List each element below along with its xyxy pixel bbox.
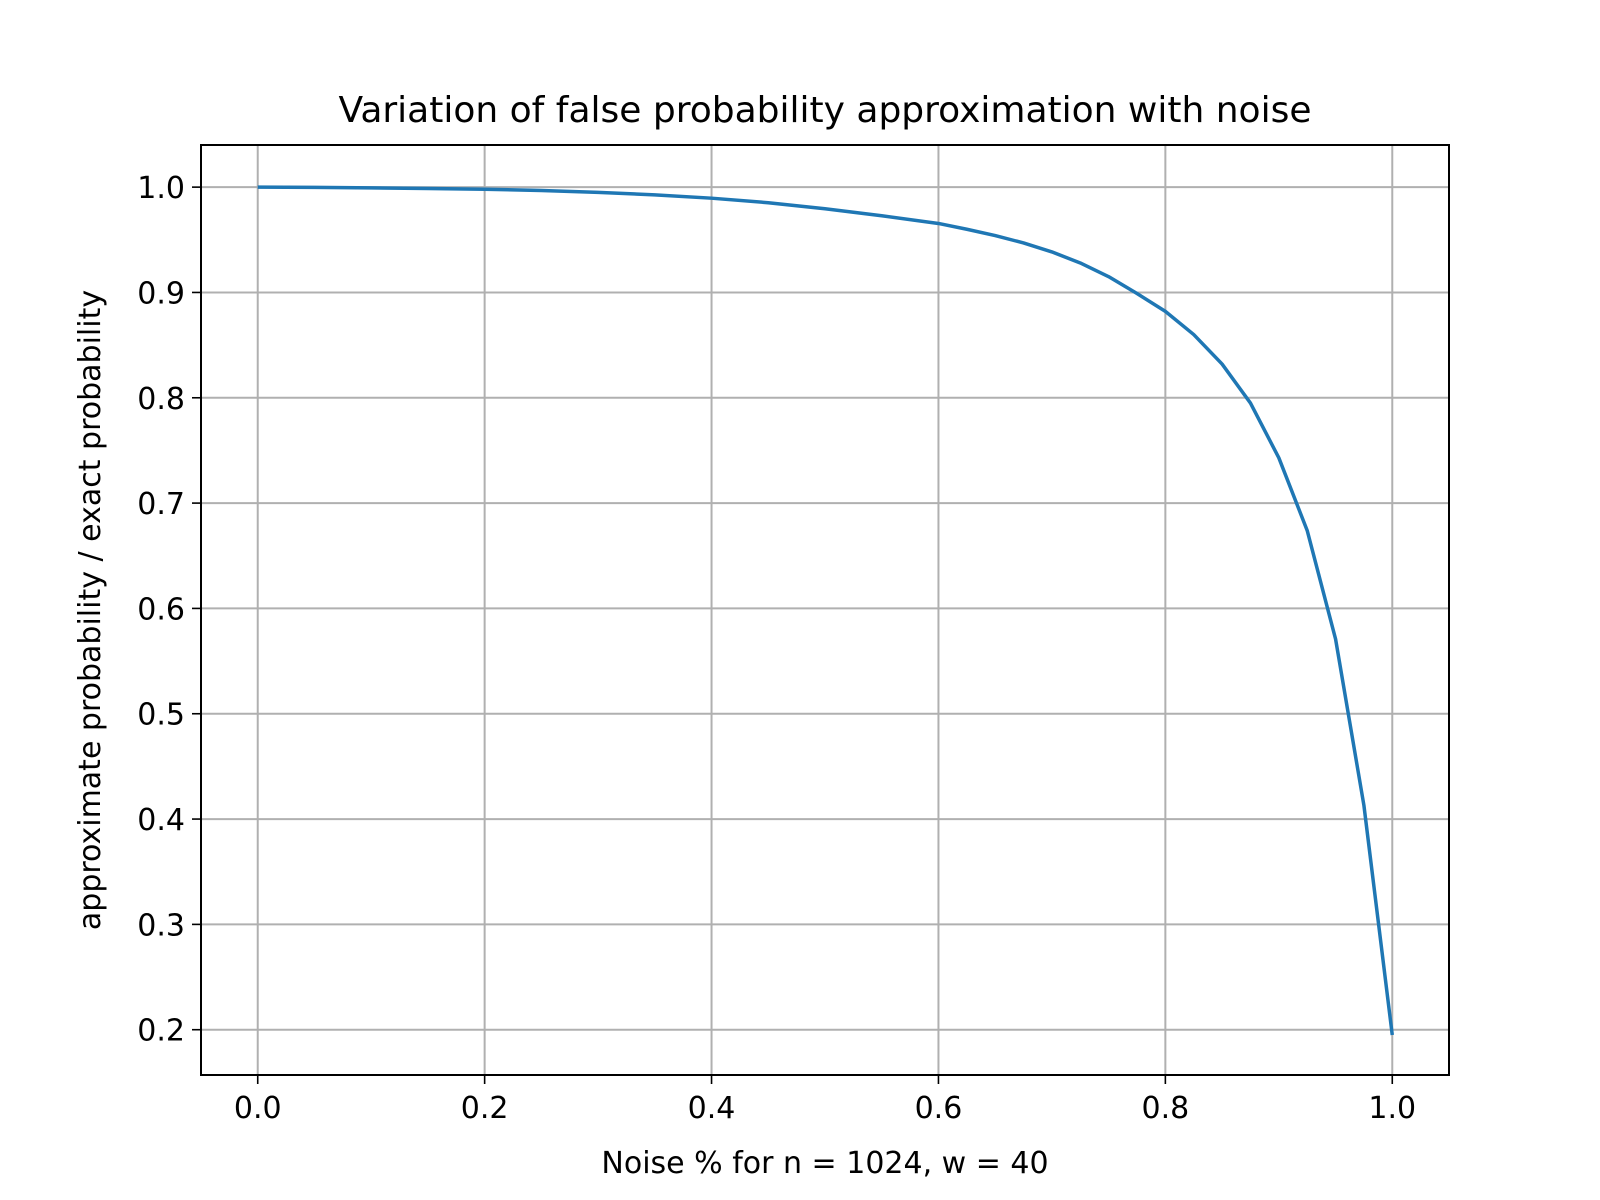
y-tick-label: 1.0 bbox=[137, 171, 185, 206]
y-tick-label: 0.9 bbox=[137, 276, 185, 311]
x-tick-label: 0.4 bbox=[688, 1091, 736, 1126]
series-layer bbox=[257, 185, 1395, 1036]
x-tick-label: 1.0 bbox=[1368, 1091, 1416, 1126]
series-line bbox=[257, 185, 1395, 1036]
x-tick-label: 0.6 bbox=[915, 1091, 963, 1126]
y-tick-label: 0.5 bbox=[137, 698, 185, 733]
axis-ticks: 0.0 0.2 0.4 0.6 0.8 1.0 0.2 0.3 0.4 0.5 0.6 0.7 0.8 0… bbox=[137, 171, 1416, 1126]
y-tick-label: 0.6 bbox=[137, 592, 185, 627]
x-axis-title: Noise % for n = 1024, w = 40 bbox=[601, 1146, 1048, 1181]
chart-title: Variation of false probability approxima… bbox=[338, 90, 1311, 131]
x-tick-label: 0.2 bbox=[461, 1091, 509, 1126]
y-tick-label: 0.8 bbox=[137, 382, 185, 417]
y-tick-label: 0.3 bbox=[137, 908, 185, 943]
y-axis-title: approximate probability / exact probabil… bbox=[73, 290, 108, 930]
x-tick-label: 0.0 bbox=[234, 1091, 282, 1126]
plot-frame bbox=[200, 144, 1450, 1076]
grid bbox=[201, 145, 1449, 1075]
y-tick-label: 0.2 bbox=[137, 1014, 185, 1049]
y-tick-label: 0.4 bbox=[137, 803, 185, 838]
y-tick-label: 0.7 bbox=[137, 487, 185, 522]
x-tick-label: 0.8 bbox=[1142, 1091, 1190, 1126]
